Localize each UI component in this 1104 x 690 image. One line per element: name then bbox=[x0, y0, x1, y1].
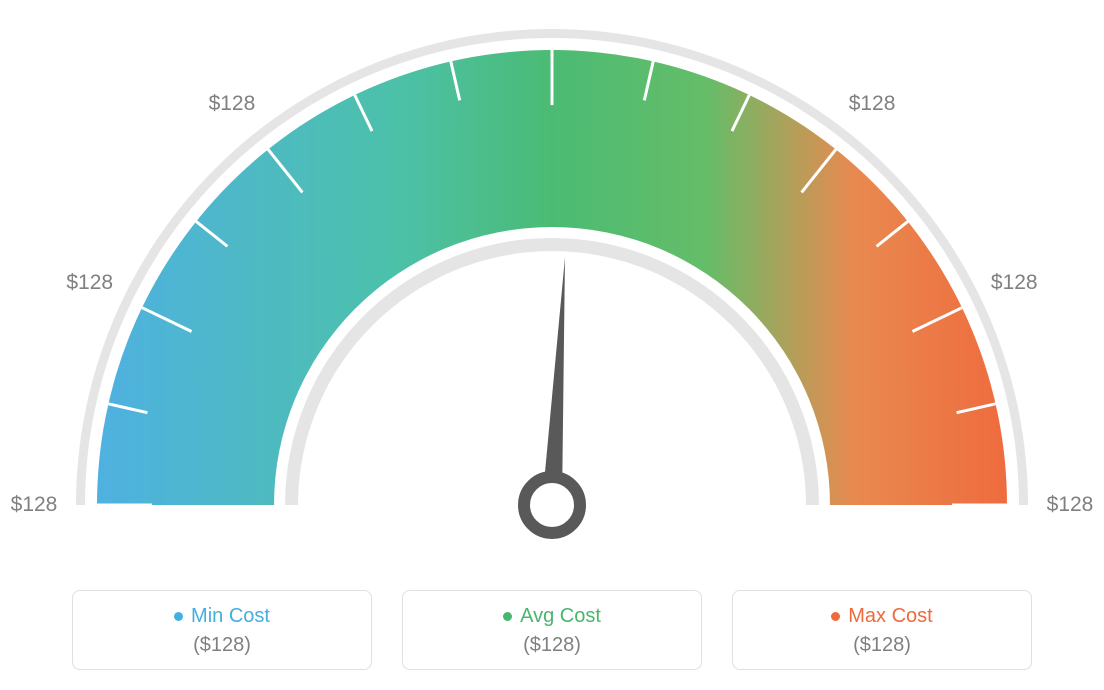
legend-value-max: ($128) bbox=[743, 634, 1021, 657]
gauge-scale-label: $128 bbox=[991, 271, 1038, 295]
legend-card-avg: Avg Cost ($128) bbox=[402, 590, 702, 670]
legend-title-text: Max Cost bbox=[848, 605, 932, 628]
legend-title-avg: Avg Cost bbox=[503, 605, 601, 628]
gauge-scale-label: $128 bbox=[209, 92, 256, 116]
gauge-scale-label: $128 bbox=[11, 493, 58, 517]
legend-title-min: Min Cost bbox=[174, 605, 270, 628]
dot-icon bbox=[174, 612, 183, 621]
legend-card-max: Max Cost ($128) bbox=[732, 590, 1032, 670]
legend-value-min: ($128) bbox=[83, 634, 361, 657]
dot-icon bbox=[831, 612, 840, 621]
legend-title-text: Min Cost bbox=[191, 605, 270, 628]
gauge-scale-label: $128 bbox=[1047, 493, 1094, 517]
legend-title-text: Avg Cost bbox=[520, 605, 601, 628]
legend-value-avg: ($128) bbox=[413, 634, 691, 657]
gauge-scale-label: $128 bbox=[849, 92, 896, 116]
gauge-container: $128$128$128$128$128$128$128 bbox=[0, 0, 1104, 570]
gauge-svg bbox=[0, 0, 1104, 570]
legend-title-max: Max Cost bbox=[831, 605, 932, 628]
gauge-scale-label: $128 bbox=[66, 271, 113, 295]
legend-row: Min Cost ($128) Avg Cost ($128) Max Cost… bbox=[0, 590, 1104, 670]
dot-icon bbox=[503, 612, 512, 621]
legend-card-min: Min Cost ($128) bbox=[72, 590, 372, 670]
